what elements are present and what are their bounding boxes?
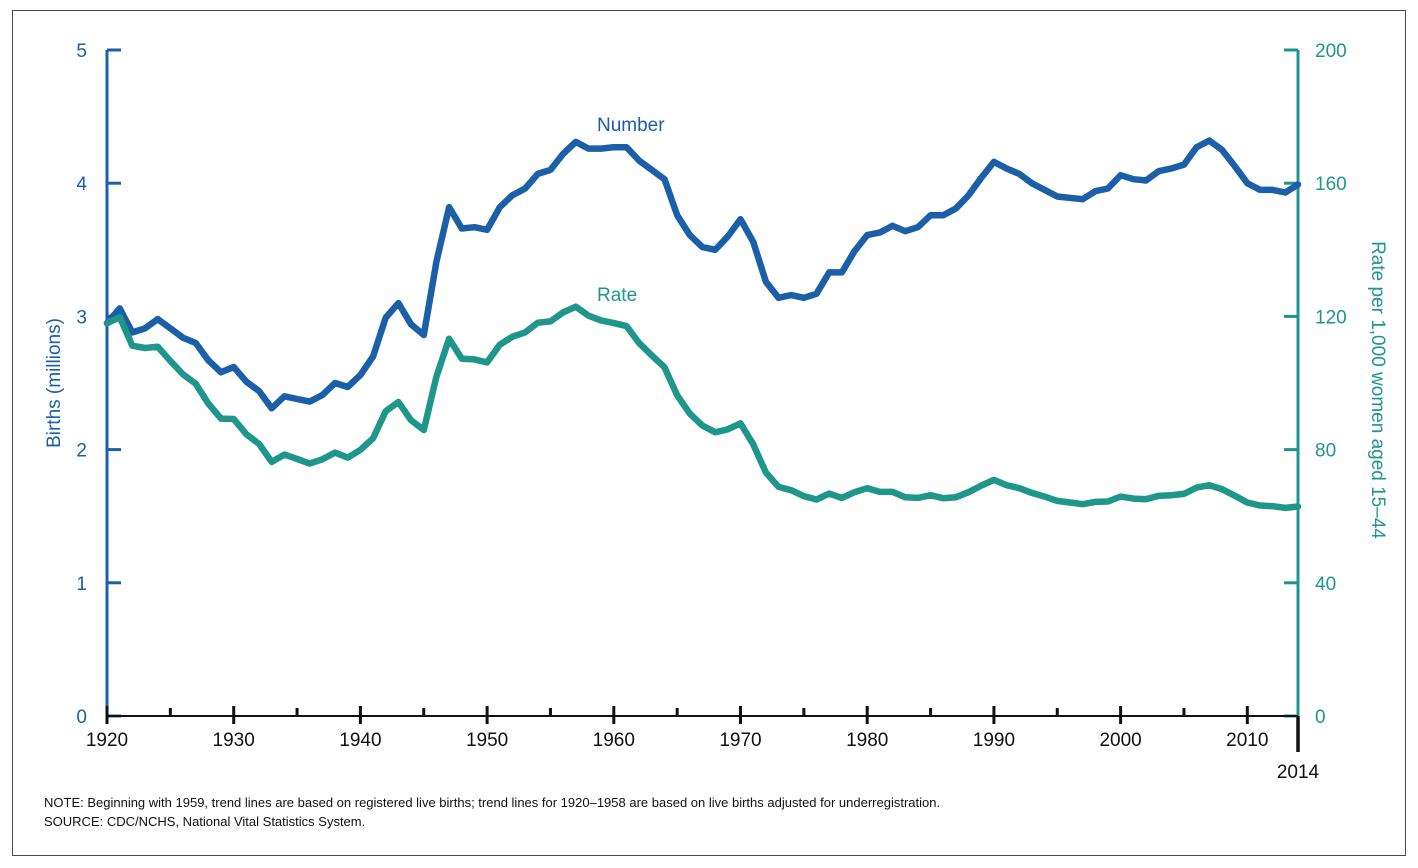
series-label-rate: Rate xyxy=(597,285,637,306)
labels-layer: 0 1 2 3 4 5 Births (millions) 0 40 80 120 160 200 Rat… xyxy=(44,41,1388,783)
footnotes: NOTE: Beginning with 1959, trend lines a… xyxy=(44,793,940,831)
chart-frame xyxy=(12,10,1406,856)
x-axis-tick-label: 1920 xyxy=(86,730,128,751)
x-axis-tick-label: 1970 xyxy=(719,730,761,751)
right-axis-tick-label: 0 xyxy=(1315,707,1326,728)
left-axis-title: Births (millions) xyxy=(44,318,65,448)
left-axis-tick-label: 0 xyxy=(76,707,87,728)
x-axis-tick-label: 1930 xyxy=(213,730,255,751)
series-line-rate xyxy=(103,303,1302,512)
x-axis-tick-label: 1950 xyxy=(466,730,508,751)
axes xyxy=(105,48,1300,752)
source-text: SOURCE: CDC/NCHS, National Vital Statist… xyxy=(44,814,366,829)
left-axis-tick-label: 4 xyxy=(76,174,87,195)
x-axis-tick-label: 1980 xyxy=(846,730,888,751)
series-layer xyxy=(103,137,1302,512)
x-axis-tick-label: 1940 xyxy=(339,730,381,751)
x-axis-tick-label: 2000 xyxy=(1099,730,1141,751)
left-axis-tick-label: 3 xyxy=(76,307,87,328)
x-axis-tick-label: 1990 xyxy=(973,730,1015,751)
series-line-number xyxy=(103,137,1302,412)
note-text: NOTE: Beginning with 1959, trend lines a… xyxy=(44,795,941,810)
right-axis-tick-label: 80 xyxy=(1315,441,1336,462)
x-axis-end-label: 2014 xyxy=(1277,762,1320,783)
x-axis-tick-label: 1960 xyxy=(593,730,635,751)
right-axis-tick-label: 40 xyxy=(1315,574,1336,595)
right-axis-tick-label: 120 xyxy=(1315,307,1347,328)
right-axis-tick-label: 200 xyxy=(1315,41,1347,62)
series-label-number: Number xyxy=(597,115,665,136)
right-axis-title: Rate per 1,000 women aged 15–44 xyxy=(1367,241,1388,539)
left-axis-tick-label: 1 xyxy=(76,574,87,595)
x-axis-tick-label: 2010 xyxy=(1226,730,1268,751)
right-axis-tick-label: 160 xyxy=(1315,174,1347,195)
left-axis-tick-label: 5 xyxy=(76,41,87,62)
left-axis-tick-label: 2 xyxy=(76,441,87,462)
